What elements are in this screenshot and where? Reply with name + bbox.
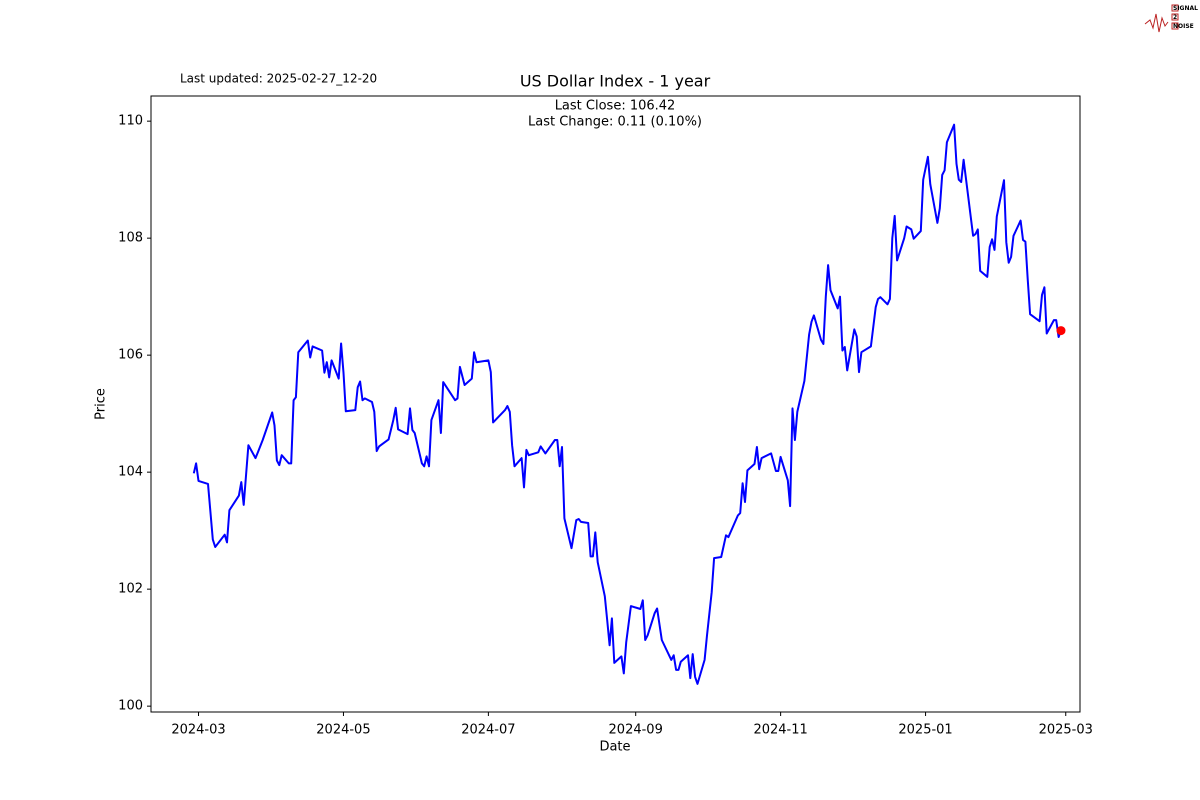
y-axis-label: Price bbox=[94, 388, 109, 420]
logo-box bbox=[1171, 4, 1179, 12]
y-tick-label: 102 bbox=[118, 582, 143, 597]
annotation: Last Close: 106.42 bbox=[555, 99, 676, 114]
x-tick-label: 2024-11 bbox=[753, 723, 807, 738]
price-line bbox=[192, 123, 1062, 685]
chart-title: US Dollar Index - 1 year bbox=[520, 72, 711, 91]
logo-box bbox=[1171, 13, 1179, 21]
x-tick-label: 2024-09 bbox=[609, 723, 663, 738]
y-tick-label: 106 bbox=[118, 348, 143, 363]
logo-box bbox=[1171, 22, 1179, 30]
x-tick-label: 2025-01 bbox=[898, 723, 952, 738]
last-updated: Last updated: 2025-02-27_12-20 bbox=[180, 72, 377, 86]
y-tick-label: 100 bbox=[118, 699, 143, 714]
logo-text: NOISE bbox=[1173, 23, 1194, 30]
logo-text: SIGNAL bbox=[1173, 5, 1198, 12]
y-tick-label: 108 bbox=[118, 231, 143, 246]
x-tick-label: 2025-03 bbox=[1039, 723, 1093, 738]
y-tick-label: 104 bbox=[118, 465, 143, 480]
logo-wave bbox=[1144, 13, 1169, 33]
x-tick-label: 2024-05 bbox=[316, 723, 370, 738]
x-axis-label: Date bbox=[599, 740, 630, 755]
plot-frame bbox=[150, 95, 1081, 713]
annotation: Last Change: 0.11 (0.10%) bbox=[528, 115, 702, 130]
y-tick-label: 110 bbox=[118, 114, 143, 129]
logo-text: 2 bbox=[1173, 14, 1177, 21]
logo: SIGNAL 2 NOISE bbox=[1144, 4, 1198, 33]
last-close-marker bbox=[1056, 326, 1066, 336]
x-tick-label: 2024-07 bbox=[461, 723, 515, 738]
x-tick-label: 2024-03 bbox=[171, 723, 225, 738]
